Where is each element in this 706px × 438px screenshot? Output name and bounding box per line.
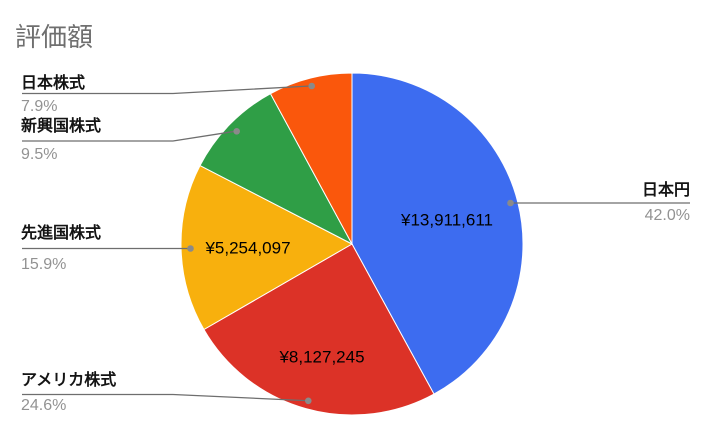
leader-dot-emerging-stocks <box>233 128 240 135</box>
slice-value-japanese-yen: ¥13,911,611 <box>400 210 494 230</box>
slice-percent-emerging-stocks: 9.5% <box>21 146 58 163</box>
slice-label-developed-stocks: 先進国株式 <box>21 225 102 242</box>
leader-line-emerging-stocks <box>22 130 236 142</box>
leader-line-us-stocks <box>22 393 307 402</box>
leader-dot-us-stocks <box>305 397 312 405</box>
pie-slice-4[interactable] <box>269 72 353 245</box>
slice-label-emerging-stocks: 新興国株式 <box>21 118 102 135</box>
slice-percent-japan-stocks: 7.9% <box>21 98 58 115</box>
slice-label-japanese-yen: 日本円 <box>641 182 690 199</box>
slice-percent-developed-stocks: 15.9% <box>21 256 67 273</box>
pie-slice-1[interactable] <box>203 243 435 416</box>
pie-slice-0[interactable] <box>351 72 524 395</box>
slice-value-us-stocks: ¥8,127,245 <box>279 347 365 367</box>
leader-line-japan-stocks <box>22 85 311 95</box>
slice-label-japan-stocks: 日本株式 <box>21 75 86 92</box>
leader-dot-japan-stocks <box>308 82 316 90</box>
chart-title: 評価額 <box>15 22 94 52</box>
slice-percent-japanese-yen: 42.0% <box>644 207 690 224</box>
slice-label-us-stocks: アメリカ株式 <box>21 372 117 389</box>
slice-value-developed-stocks: ¥5,254,097 <box>205 238 291 258</box>
slice-percent-us-stocks: 24.6% <box>21 397 67 414</box>
leader-dot-japanese-yen <box>507 199 514 207</box>
leader-dot-developed-stocks <box>187 245 194 252</box>
